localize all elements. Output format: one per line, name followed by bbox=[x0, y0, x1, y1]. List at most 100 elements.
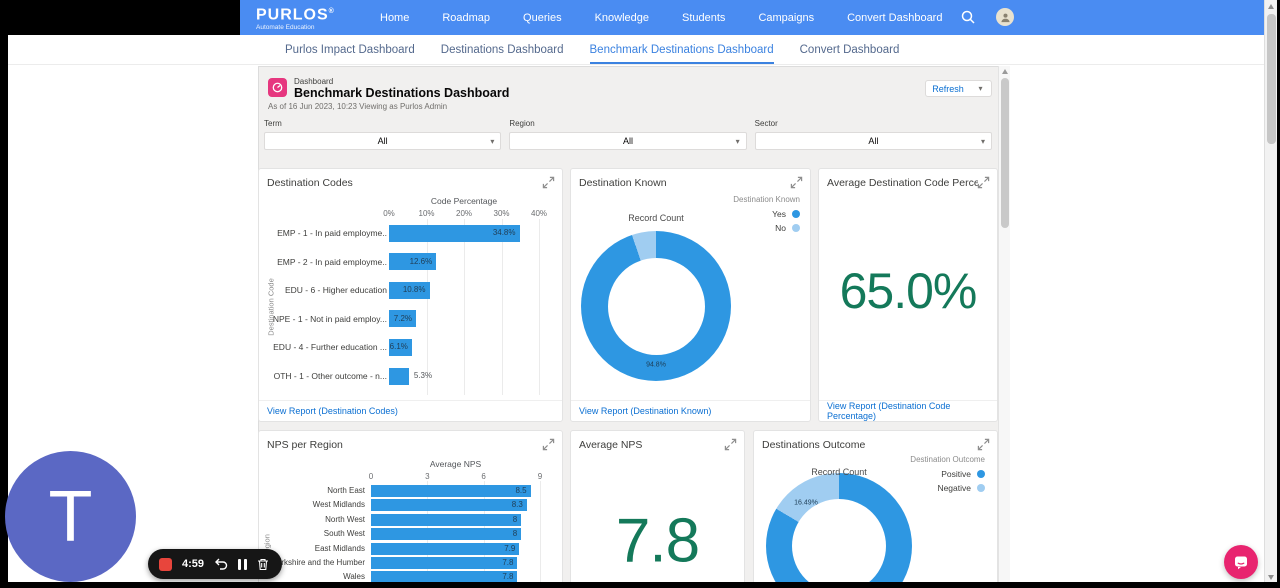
delete-recording-icon[interactable] bbox=[257, 558, 269, 571]
expand-icon[interactable] bbox=[977, 176, 990, 189]
legend-dot-icon bbox=[792, 210, 800, 218]
scroll-up-arrow-icon[interactable] bbox=[1002, 69, 1008, 74]
stop-recording-button[interactable] bbox=[159, 557, 172, 571]
chat-launcher-button[interactable] bbox=[1224, 545, 1258, 579]
view-report-link[interactable]: View Report (Destination Code Percentage… bbox=[819, 400, 997, 421]
bar-category-label: EMP - 1 - In paid employme.. bbox=[277, 228, 387, 238]
page-title: Benchmark Destinations Dashboard bbox=[294, 86, 510, 100]
x-axis-tick: 3 bbox=[425, 472, 430, 481]
bar-value-label: 8 bbox=[512, 529, 518, 539]
restart-recording-icon[interactable] bbox=[214, 558, 228, 570]
filter-select-term[interactable]: All ▾ bbox=[264, 132, 502, 150]
nav-item-knowledge[interactable]: Knowledge bbox=[594, 11, 650, 24]
filter-select-region[interactable]: All ▾ bbox=[509, 132, 747, 150]
metric-value: 65.0% bbox=[839, 263, 978, 319]
nav-item-campaigns[interactable]: Campaigns bbox=[758, 11, 815, 24]
chart-legend: Destination Outcome Positive Negative bbox=[910, 455, 985, 497]
brand-name: PURLOS® bbox=[256, 6, 335, 24]
chevron-down-icon: ▾ bbox=[980, 136, 985, 146]
bar-category-label: Wales bbox=[343, 572, 365, 582]
letterbox-right bbox=[1277, 0, 1280, 588]
donut-hole bbox=[607, 257, 705, 355]
letterbox-bottom bbox=[0, 582, 1280, 588]
legend-title: Destination Known bbox=[733, 195, 800, 204]
webcam-bubble[interactable]: T bbox=[5, 451, 136, 582]
pause-recording-icon[interactable] bbox=[238, 558, 248, 570]
panel-title: Average Destination Code Perce... bbox=[827, 177, 979, 189]
bar-value-label: 8.3 bbox=[511, 500, 523, 510]
bar-value-label: 8 bbox=[512, 514, 518, 524]
expand-icon[interactable] bbox=[977, 438, 990, 451]
panel-destination-known: Destination Known Record Count 94.8% Destin… bbox=[570, 168, 811, 422]
metric-value: 7.8 bbox=[615, 506, 700, 576]
registered-mark: ® bbox=[328, 8, 335, 15]
window-scrollbar[interactable] bbox=[1264, 0, 1277, 588]
legend-dot-icon bbox=[792, 224, 800, 232]
panel-title: NPS per Region bbox=[267, 439, 343, 451]
slice-percentage-label: 16.49% bbox=[794, 499, 818, 507]
gridline bbox=[464, 219, 465, 395]
window-scroll-up-icon[interactable] bbox=[1268, 4, 1274, 9]
dashboard-scrollbar[interactable] bbox=[998, 66, 1010, 582]
tab-destinations-dashboard[interactable]: Destinations Dashboard bbox=[440, 43, 564, 56]
gridline bbox=[540, 481, 541, 588]
view-report-link[interactable]: View Report (Destination Codes) bbox=[259, 400, 562, 421]
nav-item-queries[interactable]: Queries bbox=[523, 11, 562, 24]
window-scrollbar-thumb[interactable] bbox=[1267, 14, 1276, 144]
bar-category-label: North East bbox=[327, 486, 365, 495]
chevron-down-icon: ▾ bbox=[735, 136, 740, 146]
legend-item-no: No bbox=[733, 223, 800, 233]
bar-category-label: EDU - 4 - Further education ... bbox=[273, 342, 387, 353]
view-report-link[interactable]: View Report (Destination Known) bbox=[571, 400, 810, 421]
recording-timer: 4:59 bbox=[182, 558, 205, 570]
tab-purlos-impact-dashboard[interactable]: Purlos Impact Dashboard bbox=[285, 43, 415, 56]
bar-value-label: 7.9 bbox=[504, 543, 516, 553]
bar-category-label: South West bbox=[323, 529, 365, 539]
dashboard-subtitle: As of 16 Jun 2023, 10:23 Viewing as Purl… bbox=[268, 102, 448, 111]
expand-icon[interactable] bbox=[542, 176, 555, 189]
tab-benchmark-destinations-dashboard[interactable]: Benchmark Destinations Dashboard bbox=[589, 35, 774, 64]
panel-title: Destinations Outcome bbox=[762, 439, 866, 451]
bar bbox=[389, 253, 437, 271]
panel-title: Average NPS bbox=[579, 439, 643, 451]
dashboard-scrollbar-thumb[interactable] bbox=[1001, 78, 1009, 228]
x-axis-tick: 40% bbox=[530, 209, 548, 218]
nav-item-students[interactable]: Students bbox=[682, 11, 726, 24]
expand-icon[interactable] bbox=[790, 176, 803, 189]
bar-value-label: 34.8% bbox=[492, 228, 516, 237]
x-axis-tick: 20% bbox=[455, 209, 473, 218]
search-icon[interactable] bbox=[960, 9, 976, 25]
user-avatar-icon[interactable] bbox=[996, 8, 1014, 26]
refresh-menu-button[interactable]: ▾ bbox=[970, 80, 992, 97]
bar bbox=[389, 224, 520, 242]
dashboard-type-icon bbox=[268, 78, 287, 97]
panel-destinations-outcome: Destinations Outcome Record Count 16.49% De… bbox=[753, 430, 998, 588]
nav-menu: Home Roadmap Queries Knowledge Students Campa… bbox=[380, 0, 942, 35]
letterbox-top-left bbox=[0, 0, 240, 35]
nav-item-roadmap[interactable]: Roadmap bbox=[442, 11, 491, 24]
bar-value-label: 7.8 bbox=[502, 572, 514, 582]
filter-select-sector[interactable]: All ▾ bbox=[754, 132, 992, 150]
legend-title: Destination Outcome bbox=[910, 455, 985, 464]
bar-value-label: 5.3% bbox=[413, 371, 433, 380]
expand-icon[interactable] bbox=[724, 438, 737, 451]
nav-item-convert-dashboard[interactable]: Convert Dashboard bbox=[847, 11, 943, 24]
tab-convert-dashboard[interactable]: Convert Dashboard bbox=[799, 43, 900, 56]
filter-term: Term All ▾ bbox=[264, 119, 502, 157]
gridline bbox=[426, 219, 428, 395]
x-axis-tick: 10% bbox=[418, 209, 435, 218]
brand-logo[interactable]: PURLOS® Automate Education bbox=[256, 4, 335, 32]
nav-item-home[interactable]: Home bbox=[380, 11, 410, 24]
bar bbox=[371, 485, 531, 497]
refresh-button[interactable]: Refresh bbox=[925, 80, 971, 97]
bar bbox=[389, 367, 409, 385]
legend-label: Positive bbox=[941, 469, 971, 479]
filter-region: Region All ▾ bbox=[509, 119, 747, 157]
filter-label: Term bbox=[264, 119, 282, 128]
dashboard-filters: Term All ▾ Region All ▾ Sector All ▾ bbox=[264, 119, 992, 157]
bar-category-label: West Midlands bbox=[312, 500, 365, 510]
window-scroll-down-icon[interactable] bbox=[1268, 575, 1274, 580]
bar bbox=[389, 338, 412, 356]
expand-icon[interactable] bbox=[542, 438, 555, 451]
